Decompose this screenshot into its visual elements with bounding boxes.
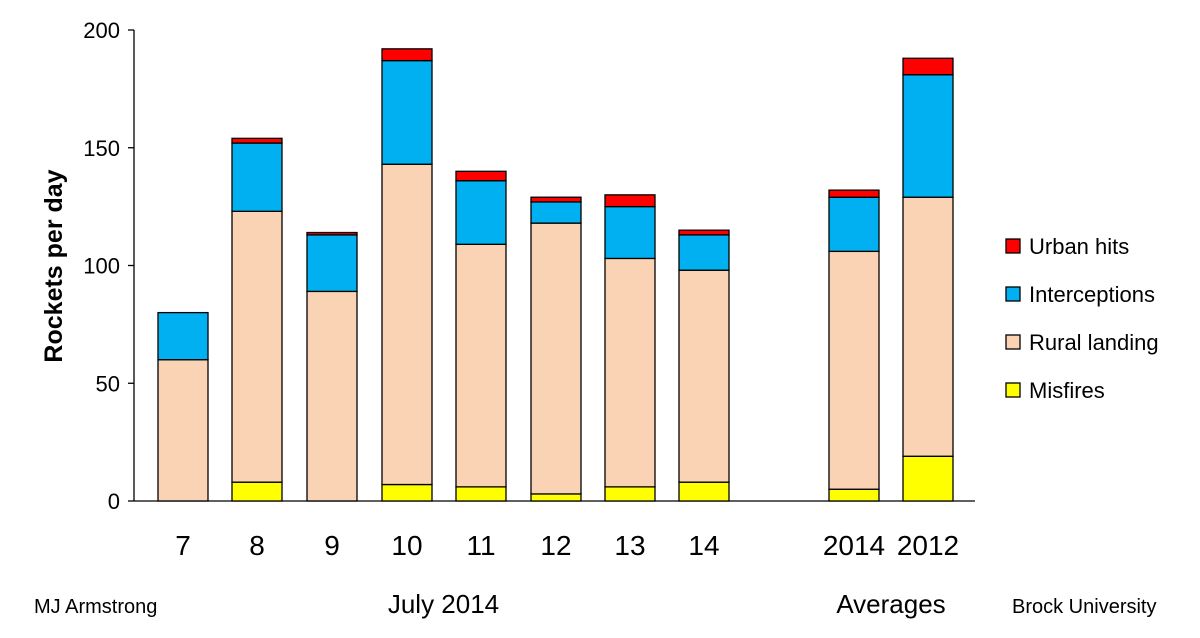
bar-segment-interceptions	[678, 234, 730, 271]
bar-segment-interceptions	[902, 74, 954, 198]
legend-swatch	[1005, 286, 1021, 302]
group-label: Averages	[836, 589, 945, 619]
bar-segment-rural-landing	[530, 222, 582, 495]
x-axis-tick-labels: 7 8 9 10 11 12 13 14 2014 2012	[175, 530, 959, 561]
bar-segment-rural-landing	[604, 257, 656, 488]
bar-segment-rural-landing	[157, 359, 209, 502]
bar-stack-9	[306, 231, 358, 502]
bar-segment-urban-hits	[455, 170, 507, 182]
bar-segment-interceptions	[381, 59, 433, 165]
legend-label: Interceptions	[1029, 282, 1155, 307]
bar-segment-rural-landing	[231, 210, 283, 483]
bar-stack-10	[381, 48, 433, 502]
legend-item: Urban hits	[1005, 234, 1129, 259]
bar-segment-misfires	[530, 493, 582, 502]
bar-segment-urban-hits	[604, 194, 656, 208]
legend-item: Rural landing	[1005, 330, 1159, 355]
legend-label: Misfires	[1029, 378, 1105, 403]
bar-segment-misfires	[455, 486, 507, 502]
bar-segment-urban-hits	[530, 196, 582, 203]
x-tick-label: 9	[324, 530, 340, 561]
bar-segment-rural-landing	[828, 250, 880, 490]
bar-segment-urban-hits	[678, 229, 730, 236]
bar-segment-rural-landing	[902, 196, 954, 457]
bar-segment-interceptions	[455, 180, 507, 245]
bar-segment-urban-hits	[306, 231, 358, 236]
y-tick-label: 0	[108, 489, 120, 514]
bar-segment-misfires	[231, 481, 283, 502]
bar-stack-11	[455, 170, 507, 502]
legend-swatch	[1005, 382, 1021, 398]
legend-item: Interceptions	[1005, 282, 1155, 307]
y-tick-label: 150	[83, 136, 120, 161]
bar-segment-interceptions	[828, 196, 880, 253]
bar-stack-12	[530, 196, 582, 502]
y-tick-label: 50	[96, 371, 120, 396]
legend: Urban hits Interceptions Rural landing Misf…	[1005, 234, 1159, 403]
bar-stack-2012	[902, 57, 954, 502]
x-tick-label: 11	[466, 530, 495, 561]
x-tick-label: 13	[614, 530, 645, 561]
legend-label: Rural landing	[1029, 330, 1159, 355]
x-tick-label: 2012	[897, 530, 959, 561]
bar-segment-rural-landing	[381, 163, 433, 486]
bar-segment-rural-landing	[678, 269, 730, 483]
legend-item: Misfires	[1005, 378, 1105, 403]
bar-segment-urban-hits	[828, 189, 880, 198]
legend-label: Urban hits	[1029, 234, 1129, 259]
institution-credit: Brock University	[1012, 596, 1156, 618]
y-axis-label: Rockets per day	[40, 169, 68, 362]
y-tick-label: 200	[83, 18, 120, 43]
group-labels: July 2014 Averages	[388, 589, 946, 619]
bar-stack-7	[157, 311, 209, 502]
bar-segment-misfires	[381, 483, 433, 502]
x-tick-label: 10	[391, 530, 422, 561]
bar-segment-urban-hits	[231, 137, 283, 144]
group-label: July 2014	[388, 589, 499, 619]
bar-segment-urban-hits	[381, 48, 433, 62]
bar-stack-8	[231, 137, 283, 502]
bar-segment-misfires	[828, 488, 880, 502]
y-tick-label: 100	[83, 254, 120, 279]
bars	[157, 48, 954, 502]
x-tick-label: 14	[688, 530, 719, 561]
bar-stack-2014	[828, 189, 880, 502]
bar-segment-interceptions	[306, 234, 358, 293]
bar-segment-interceptions	[157, 311, 209, 361]
y-axis-ticks: 0 50 100 150 200	[83, 18, 134, 514]
x-tick-label: 7	[175, 530, 191, 561]
bar-segment-misfires	[678, 481, 730, 502]
bar-segment-rural-landing	[306, 290, 358, 502]
author-credit: MJ Armstrong	[34, 596, 157, 618]
legend-swatch	[1005, 238, 1021, 254]
bar-segment-rural-landing	[455, 243, 507, 488]
bar-segment-interceptions	[231, 142, 283, 212]
x-tick-label: 2014	[823, 530, 885, 561]
bar-segment-interceptions	[604, 205, 656, 260]
bar-segment-misfires	[604, 486, 656, 502]
bar-segment-urban-hits	[902, 57, 954, 76]
bar-segment-misfires	[902, 455, 954, 502]
bar-segment-interceptions	[530, 201, 582, 224]
legend-swatch	[1005, 334, 1021, 350]
bar-stack-13	[604, 194, 656, 502]
x-tick-label: 12	[540, 530, 571, 561]
x-tick-label: 8	[249, 530, 265, 561]
bar-stack-14	[678, 229, 730, 502]
